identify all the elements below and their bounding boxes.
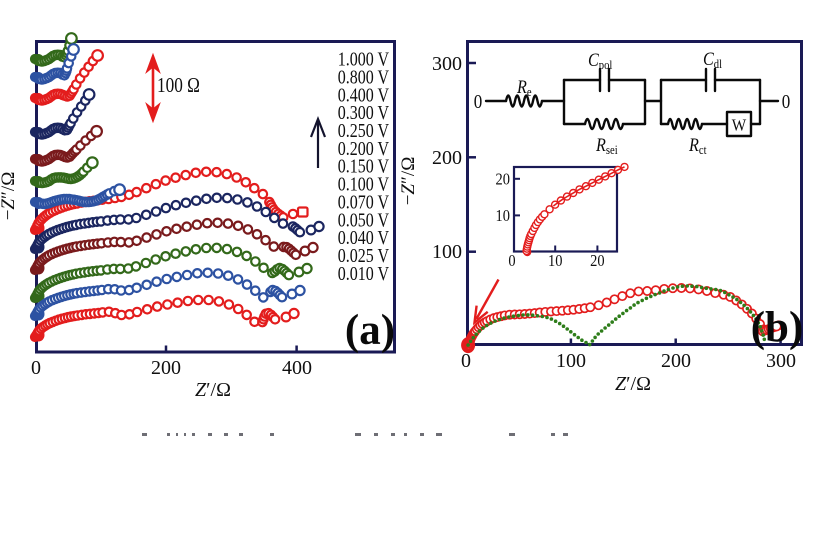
svg-text:0: 0 [31, 357, 41, 379]
svg-text:10: 10 [548, 252, 563, 270]
svg-text:0.200 V: 0.200 V [338, 137, 390, 159]
svg-text:0.050 V: 0.050 V [338, 208, 390, 230]
svg-text:0: 0 [782, 91, 791, 114]
svg-text:300: 300 [766, 350, 796, 372]
svg-text:0.150 V: 0.150 V [338, 155, 390, 177]
svg-text:20: 20 [496, 170, 511, 188]
svg-text:0.070 V: 0.070 V [338, 191, 390, 213]
svg-text:100: 100 [556, 350, 586, 372]
svg-text:200: 200 [432, 147, 462, 169]
svg-text:0.800 V: 0.800 V [338, 66, 390, 88]
svg-text:−Z″/Ω: −Z″/Ω [0, 172, 19, 221]
svg-text:100: 100 [432, 241, 462, 263]
svg-text:0.010 V: 0.010 V [338, 262, 390, 284]
svg-text:0: 0 [508, 252, 515, 270]
svg-text:Z′/Ω: Z′/Ω [615, 373, 651, 395]
svg-text:Z′/Ω: Z′/Ω [195, 379, 231, 401]
svg-text:0: 0 [461, 350, 471, 372]
svg-text:(a): (a) [345, 307, 395, 354]
svg-text:0.250 V: 0.250 V [338, 119, 390, 141]
svg-text:1.000 V: 1.000 V [338, 48, 390, 70]
svg-text:0.025 V: 0.025 V [338, 244, 390, 266]
svg-text:20: 20 [590, 252, 605, 270]
svg-text:−Z″/Ω: −Z″/Ω [398, 157, 419, 206]
svg-text:0.040 V: 0.040 V [338, 226, 390, 248]
svg-text:200: 200 [661, 350, 691, 372]
svg-text:400: 400 [282, 357, 312, 379]
svg-text:0: 0 [474, 91, 483, 114]
svg-text:200: 200 [151, 357, 181, 379]
svg-text:10: 10 [496, 207, 511, 225]
svg-text:300: 300 [432, 53, 462, 75]
svg-text:W: W [732, 117, 747, 135]
svg-text:0.400 V: 0.400 V [338, 83, 390, 105]
svg-text:(b): (b) [751, 304, 804, 351]
svg-text:0.100 V: 0.100 V [338, 173, 390, 195]
svg-text:100 Ω: 100 Ω [157, 75, 200, 98]
svg-text:0.300 V: 0.300 V [338, 101, 390, 123]
